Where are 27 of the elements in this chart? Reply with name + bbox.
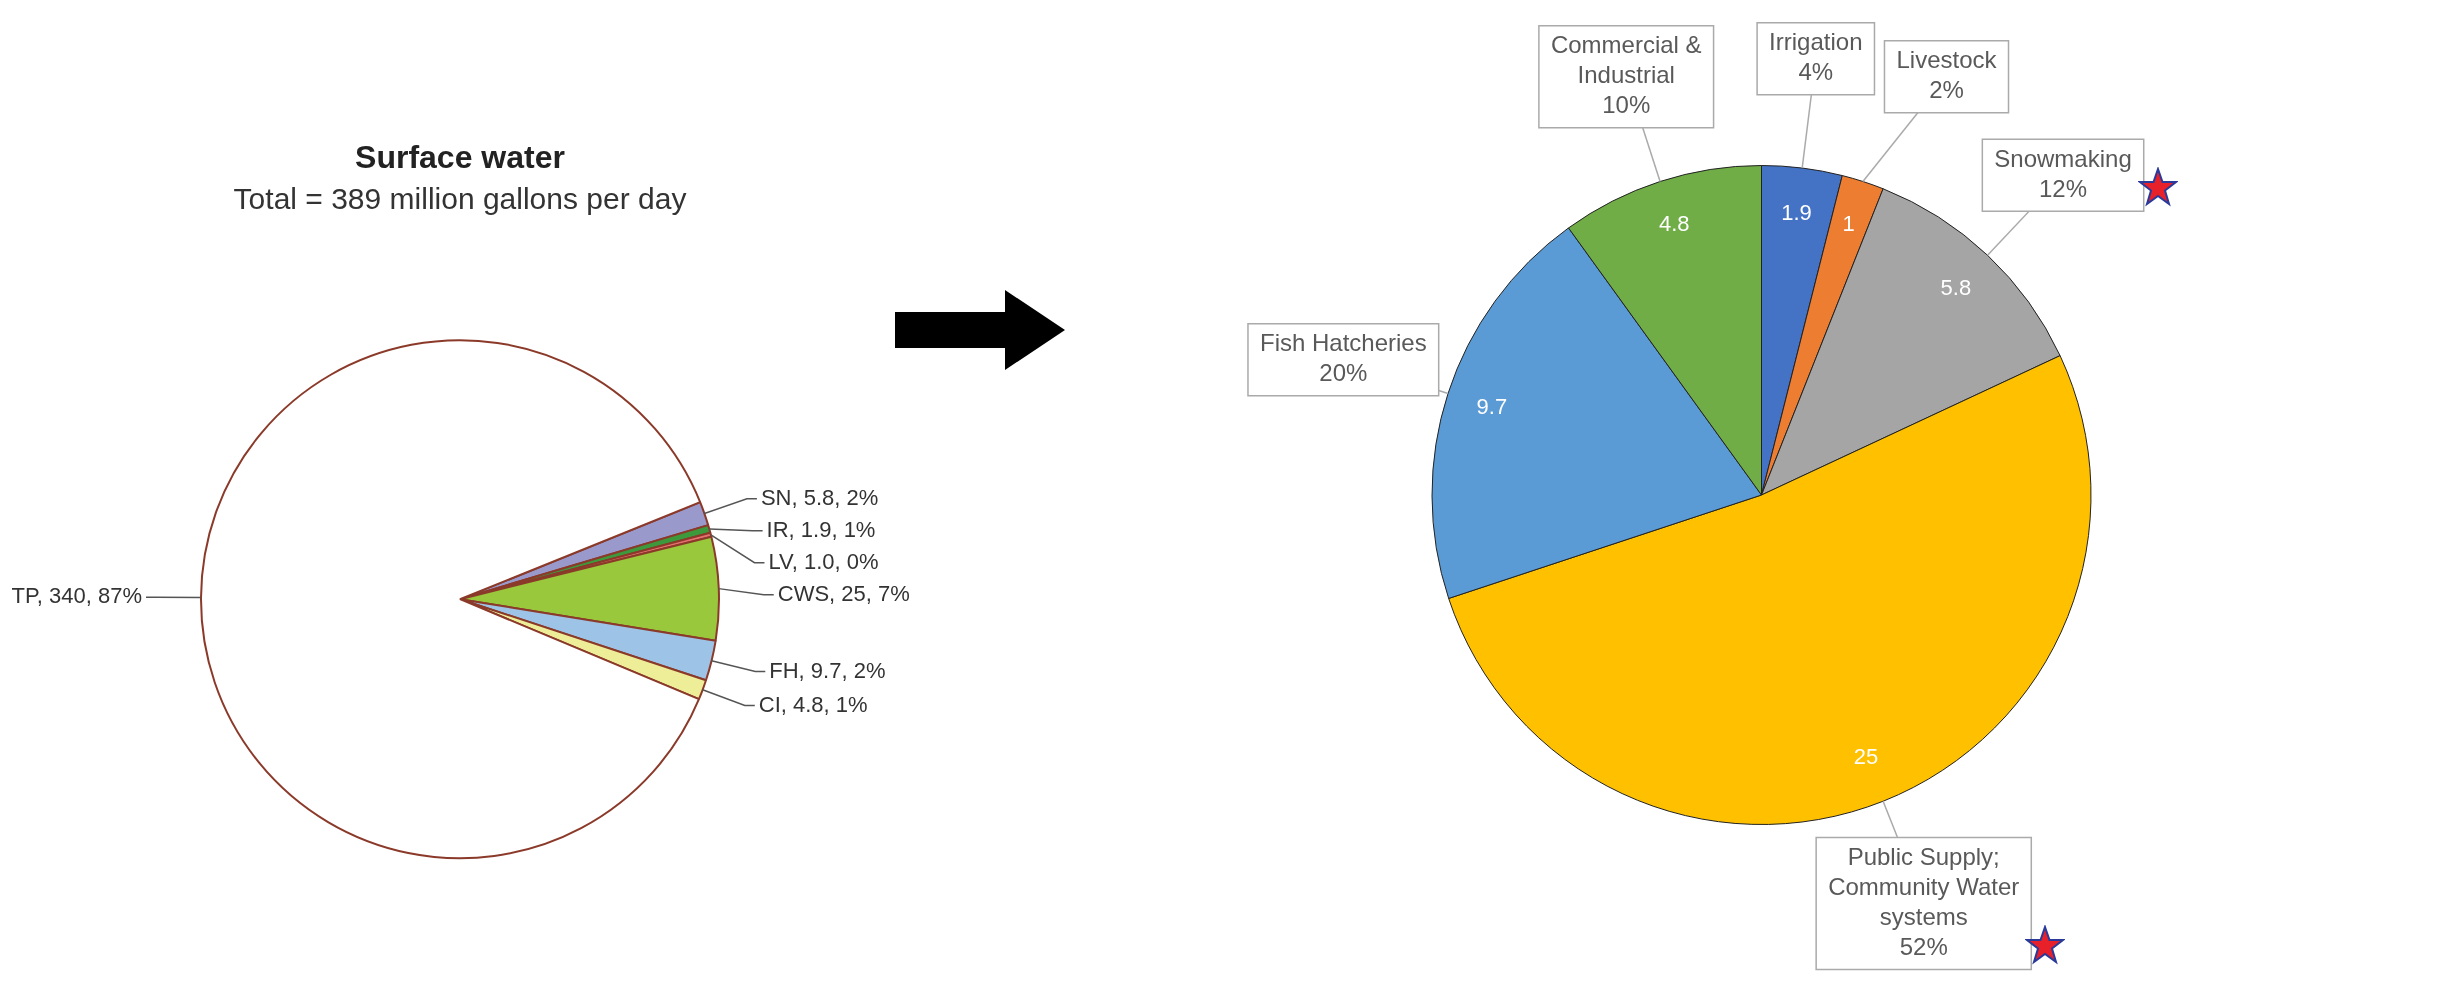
data-label: 9.7 [1476,393,1508,419]
slice-label: LV, 1.0, 0% [768,548,879,574]
slice-label: Public Supply; Community Water systems [1828,843,2020,931]
data-label: 5.8 [1940,274,1972,300]
slice-label: CWS, 25, 7% [777,580,910,606]
text: 4% [1798,58,1834,86]
text: 2% [1929,76,1964,104]
slice-label: Fish Hatcheries [1259,329,1427,357]
text: 52% [1899,933,1948,961]
text: 10% [1602,91,1651,119]
slice-label: CI, 4.8, 1% [758,691,868,717]
data-label: 1 [1842,211,1855,237]
chart-title: Surface water [355,139,565,176]
text: 20% [1319,359,1368,387]
slice-label: FH, 9.7, 2% [769,657,886,683]
text: 12% [2039,174,2088,202]
data-label: 25 [1853,744,1879,770]
data-label: 4.8 [1658,211,1690,237]
chart-subtitle: Total = 389 million gallons per day [233,181,687,215]
data-label: 1.9 [1781,199,1812,225]
slice-label: SN, 5.8, 2% [760,484,879,510]
slice-label: Irrigation [1769,28,1863,56]
slice-label: Snowmaking [1994,144,2132,172]
slice-label: Livestock [1896,46,1998,74]
slice-label: Commercial & Industrial [1550,31,1702,89]
slice-label: TP, 340, 87% [11,583,143,609]
slice-label: IR, 1.9, 1% [766,516,876,542]
